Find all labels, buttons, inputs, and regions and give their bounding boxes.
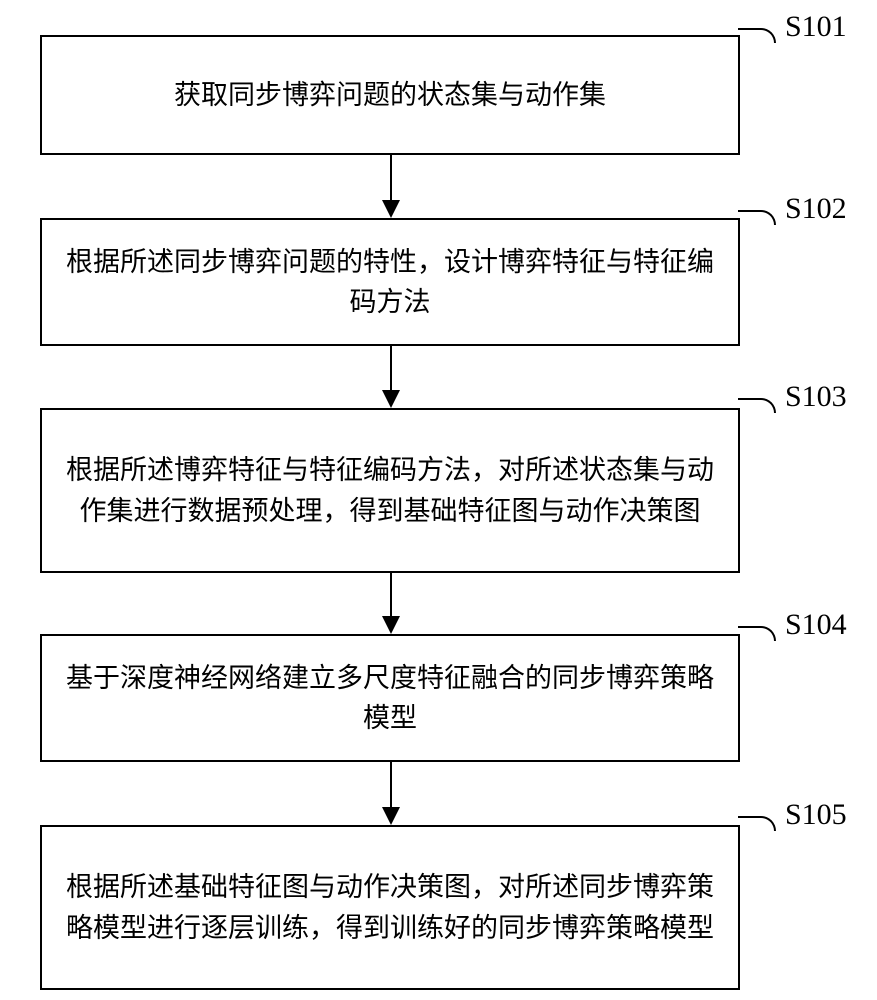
arrow-line-3 (390, 573, 392, 616)
arrow-head-2 (382, 390, 400, 408)
step-text: 根据所述同步博弈问题的特性，设计博弈特征与特征编码方法 (62, 242, 718, 323)
arrow-head-3 (382, 616, 400, 634)
flowchart-container: 获取同步博弈问题的状态集与动作集 S101 根据所述同步博弈问题的特性，设计博弈… (0, 0, 877, 1000)
step-label-s105: S105 (785, 798, 847, 832)
step-label-s101: S101 (785, 10, 847, 44)
label-connector-s105 (738, 816, 776, 831)
arrow-line-2 (390, 346, 392, 390)
step-box-s105: 根据所述基础特征图与动作决策图，对所述同步博弈策略模型进行逐层训练，得到训练好的… (40, 825, 740, 990)
step-label-s103: S103 (785, 380, 847, 414)
step-text: 基于深度神经网络建立多尺度特征融合的同步博弈策略模型 (62, 658, 718, 739)
arrow-head-1 (382, 200, 400, 218)
arrow-line-1 (390, 155, 392, 200)
step-box-s102: 根据所述同步博弈问题的特性，设计博弈特征与特征编码方法 (40, 218, 740, 346)
step-label-s104: S104 (785, 608, 847, 642)
label-connector-s101 (738, 28, 776, 43)
step-text: 根据所述基础特征图与动作决策图，对所述同步博弈策略模型进行逐层训练，得到训练好的… (62, 867, 718, 948)
label-connector-s103 (738, 398, 776, 413)
label-connector-s104 (738, 626, 776, 641)
arrow-line-4 (390, 762, 392, 807)
step-label-s102: S102 (785, 192, 847, 226)
step-text: 根据所述博弈特征与特征编码方法，对所述状态集与动作集进行数据预处理，得到基础特征… (62, 450, 718, 531)
label-connector-s102 (738, 210, 776, 225)
arrow-head-4 (382, 807, 400, 825)
step-box-s101: 获取同步博弈问题的状态集与动作集 (40, 35, 740, 155)
step-box-s104: 基于深度神经网络建立多尺度特征融合的同步博弈策略模型 (40, 634, 740, 762)
step-box-s103: 根据所述博弈特征与特征编码方法，对所述状态集与动作集进行数据预处理，得到基础特征… (40, 408, 740, 573)
step-text: 获取同步博弈问题的状态集与动作集 (174, 75, 606, 116)
